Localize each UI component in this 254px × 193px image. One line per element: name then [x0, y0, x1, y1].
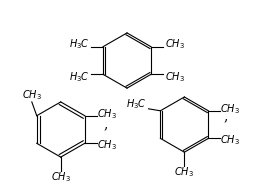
Text: ,: , — [103, 118, 107, 132]
Text: $CH_3$: $CH_3$ — [96, 107, 116, 121]
Text: $H_3C$: $H_3C$ — [69, 37, 89, 51]
Text: $CH_3$: $CH_3$ — [219, 134, 239, 147]
Text: $CH_3$: $CH_3$ — [219, 102, 239, 116]
Text: $H_3C$: $H_3C$ — [69, 70, 89, 84]
Text: $CH_3$: $CH_3$ — [164, 37, 184, 51]
Text: ,: , — [223, 110, 227, 124]
Text: $CH_3$: $CH_3$ — [22, 88, 42, 102]
Text: $H_3C$: $H_3C$ — [126, 97, 147, 111]
Text: $CH_3$: $CH_3$ — [174, 165, 194, 179]
Text: $CH_3$: $CH_3$ — [96, 138, 116, 152]
Text: $CH_3$: $CH_3$ — [164, 70, 184, 84]
Text: $CH_3$: $CH_3$ — [51, 170, 70, 184]
